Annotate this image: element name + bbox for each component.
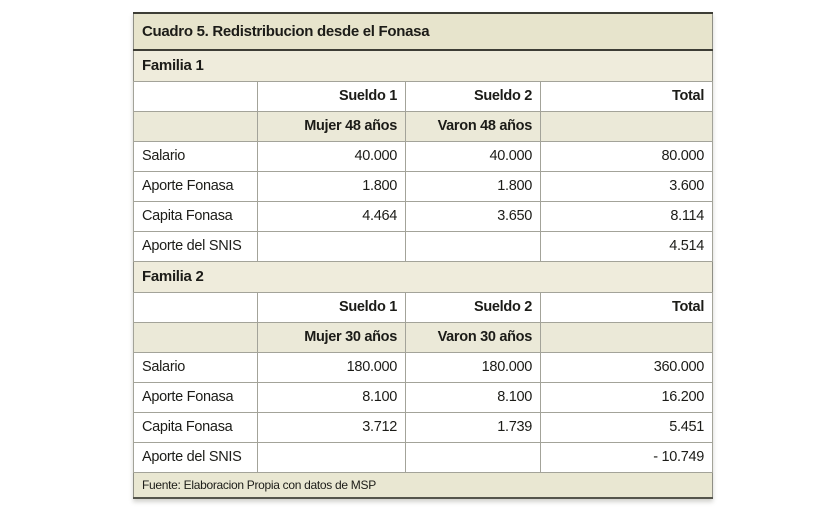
column-header-total: Total — [539, 291, 714, 323]
cell-value: 3.650 — [405, 200, 541, 232]
redistribution-table: Cuadro 5. Redistribucion desde el Fonasa… — [132, 12, 714, 499]
cell-value: 4.464 — [257, 200, 406, 232]
cell-value: 180.000 — [405, 351, 541, 383]
subheader-empty — [133, 321, 258, 353]
cell-value: 180.000 — [257, 351, 406, 383]
subheader-mujer: Mujer 30 años — [257, 321, 406, 353]
column-header-empty — [133, 291, 258, 323]
table-row-aporte-fonasa-f1: Aporte Fonasa 1.800 1.800 3.600 — [133, 170, 714, 202]
cell-value: 1.739 — [405, 411, 541, 443]
cell-value — [257, 230, 406, 262]
subheader-row-familia-2: Mujer 30 años Varon 30 años — [133, 321, 714, 353]
table-title-row: Cuadro 5. Redistribucion desde el Fonasa — [132, 12, 714, 51]
table-row-aporte-fonasa-f2: Aporte Fonasa 8.100 8.100 16.200 — [133, 381, 714, 413]
table-row-salario-f1: Salario 40.000 40.000 80.000 — [133, 140, 714, 172]
cell-value: 3.712 — [257, 411, 406, 443]
cell-value — [257, 441, 406, 473]
table-row-capita-fonasa-f2: Capita Fonasa 3.712 1.739 5.451 — [133, 411, 714, 443]
column-header-row-familia-1: Sueldo 1 Sueldo 2 Total — [133, 80, 714, 112]
table-row-aporte-snis-f1: Aporte del SNIS 4.514 — [133, 230, 714, 262]
table-title: Cuadro 5. Redistribucion desde el Fonasa — [132, 12, 714, 51]
column-header-row-familia-2: Sueldo 1 Sueldo 2 Total — [133, 291, 714, 323]
row-label: Salario — [133, 351, 258, 383]
source-note: Fuente: Elaboracion Propia con datos de … — [132, 471, 714, 499]
row-label: Aporte del SNIS — [133, 441, 258, 473]
cell-value: 80.000 — [539, 140, 714, 172]
table-row-salario-f2: Salario 180.000 180.000 360.000 — [133, 351, 714, 383]
subheader-varon: Varon 30 años — [405, 321, 541, 353]
cell-value: 16.200 — [539, 381, 714, 413]
cell-value: - 10.749 — [539, 441, 714, 473]
cell-value: 1.800 — [405, 170, 541, 202]
column-header-empty — [133, 80, 258, 112]
cell-value — [405, 230, 541, 262]
section-title: Familia 1 — [132, 49, 714, 82]
row-label: Salario — [133, 140, 258, 172]
cell-value: 40.000 — [405, 140, 541, 172]
subheader-varon: Varon 48 años — [405, 110, 541, 142]
cell-value: 5.451 — [539, 411, 714, 443]
source-note-row: Fuente: Elaboracion Propia con datos de … — [132, 471, 714, 499]
column-header-sueldo-1: Sueldo 1 — [257, 80, 406, 112]
subheader-empty — [133, 110, 258, 142]
row-label: Capita Fonasa — [133, 411, 258, 443]
cell-value: 8.100 — [257, 381, 406, 413]
row-label: Aporte del SNIS — [133, 230, 258, 262]
cell-value: 3.600 — [539, 170, 714, 202]
column-header-sueldo-2: Sueldo 2 — [405, 291, 541, 323]
row-label: Capita Fonasa — [133, 200, 258, 232]
cell-value: 360.000 — [539, 351, 714, 383]
section-title: Familia 2 — [132, 260, 714, 293]
column-header-sueldo-2: Sueldo 2 — [405, 80, 541, 112]
cell-value: 8.100 — [405, 381, 541, 413]
subheader-mujer: Mujer 48 años — [257, 110, 406, 142]
subheader-total-empty — [539, 110, 714, 142]
subheader-row-familia-1: Mujer 48 años Varon 48 años — [133, 110, 714, 142]
table-row-capita-fonasa-f1: Capita Fonasa 4.464 3.650 8.114 — [133, 200, 714, 232]
column-header-sueldo-1: Sueldo 1 — [257, 291, 406, 323]
row-label: Aporte Fonasa — [133, 170, 258, 202]
cell-value — [405, 441, 541, 473]
column-header-total: Total — [539, 80, 714, 112]
table-row-aporte-snis-f2: Aporte del SNIS - 10.749 — [133, 441, 714, 473]
cell-value: 1.800 — [257, 170, 406, 202]
cell-value: 40.000 — [257, 140, 406, 172]
cell-value: 4.514 — [539, 230, 714, 262]
subheader-total-empty — [539, 321, 714, 353]
section-band-familia-2: Familia 2 — [132, 260, 714, 293]
cell-value: 8.114 — [539, 200, 714, 232]
row-label: Aporte Fonasa — [133, 381, 258, 413]
section-band-familia-1: Familia 1 — [132, 49, 714, 82]
